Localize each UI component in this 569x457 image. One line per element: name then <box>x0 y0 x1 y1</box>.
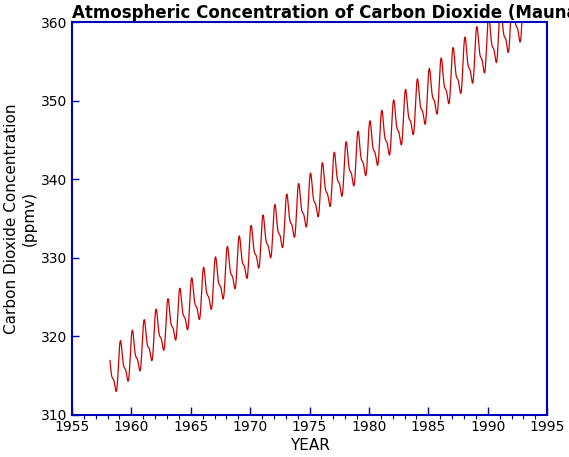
Text: Atmospheric Concentration of Carbon Dioxide (Mauna Loa Data): Atmospheric Concentration of Carbon Diox… <box>72 4 569 22</box>
X-axis label: YEAR: YEAR <box>290 438 329 453</box>
Y-axis label: Carbon Dioxide Concentration
(ppmv): Carbon Dioxide Concentration (ppmv) <box>4 103 36 334</box>
